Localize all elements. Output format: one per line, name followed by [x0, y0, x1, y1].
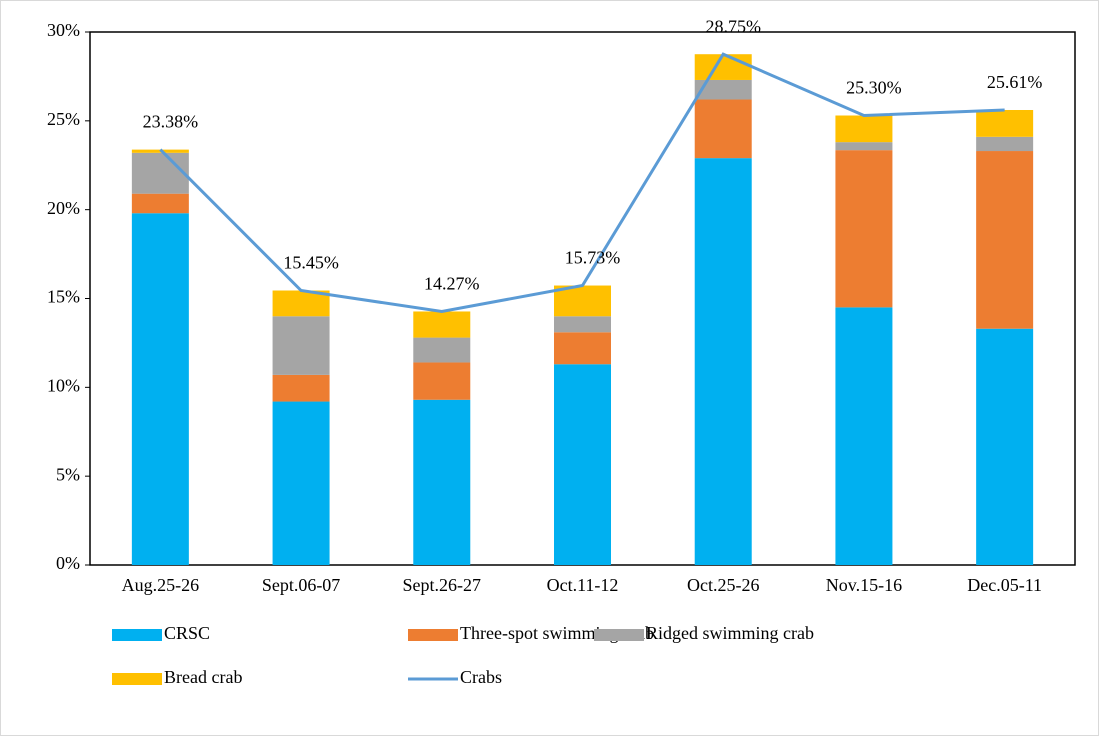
bar-segment [835, 142, 893, 151]
bar-segment [131, 193, 189, 214]
legend-swatch [408, 629, 458, 641]
legend-label: Bread crab [164, 667, 242, 687]
data-label: 23.38% [143, 112, 199, 132]
x-tick-label: Aug.25-26 [122, 575, 200, 595]
data-label: 14.27% [424, 274, 480, 294]
bar-segment [554, 364, 611, 565]
bar-segment [694, 99, 752, 159]
data-label: 15.45% [283, 253, 339, 273]
x-tick-label: Nov.15-16 [826, 575, 902, 595]
x-tick-label: Dec.05-11 [967, 575, 1042, 595]
x-tick-label: Sept.06-07 [262, 575, 341, 595]
legend-swatch [112, 629, 162, 641]
bar-segment [554, 285, 611, 317]
bar-segment [131, 152, 189, 194]
data-label: 28.75% [705, 16, 761, 36]
bar-segment [835, 307, 893, 565]
line [159, 52, 1005, 313]
bar-segment [976, 151, 1034, 329]
legend-label: CRSC [164, 623, 210, 643]
bar-segment [272, 401, 330, 565]
bar-segment [694, 79, 752, 100]
bar-segment [694, 158, 752, 566]
y-tick-label: 10% [47, 375, 80, 395]
bar-segment [413, 337, 471, 363]
data-label: 25.61% [987, 72, 1043, 92]
y-tick-label: 30% [47, 20, 80, 40]
bar-segment [413, 362, 471, 400]
y-tick-label: 5% [56, 464, 80, 484]
bar-segment [976, 328, 1034, 565]
legend-label: Ridged swimming crab [646, 623, 814, 643]
y-tick-label: 0% [56, 553, 80, 573]
x-tick-label: Sept.26-27 [403, 575, 482, 595]
bar-segment [272, 374, 330, 402]
data-label: 25.30% [846, 78, 902, 98]
y-tick-label: 15% [47, 287, 80, 307]
bar-segment [694, 54, 752, 80]
bar-segment [272, 316, 330, 375]
bar-segment [554, 316, 611, 333]
legend-swatch [112, 673, 162, 685]
legend-swatch [594, 629, 644, 641]
y-tick-label: 20% [47, 198, 80, 218]
bar-segment [976, 136, 1034, 152]
bar-segment [413, 399, 471, 565]
bar-segment [413, 311, 471, 338]
bar-segment [835, 150, 893, 308]
bar-segment [131, 213, 189, 565]
x-tick-label: Oct.25-26 [687, 575, 759, 595]
data-label: 15.73% [565, 248, 621, 268]
y-tick-label: 25% [47, 109, 80, 129]
bar-segment [554, 332, 611, 365]
bar-segment [835, 115, 893, 143]
x-tick-label: Oct.11-12 [547, 575, 619, 595]
bar-segment [976, 109, 1034, 137]
legend-label: Crabs [460, 667, 502, 687]
